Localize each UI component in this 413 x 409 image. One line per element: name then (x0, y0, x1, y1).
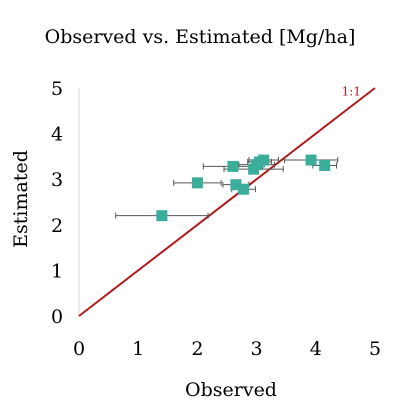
data-point (156, 210, 168, 222)
x-tick-label: 2 (191, 338, 203, 360)
data-point (319, 160, 331, 172)
data-point (238, 183, 250, 195)
x-axis-tick-labels: 0 1 2 3 4 5 (73, 338, 381, 360)
data-points (156, 154, 331, 222)
data-point (305, 154, 317, 166)
x-tick-label: 1 (132, 338, 144, 360)
x-tick-label: 3 (251, 338, 263, 360)
error-bars (115, 157, 339, 219)
y-axis-tick-labels: 0 1 2 3 4 5 (51, 78, 63, 328)
one-to-one-reference-line (78, 87, 376, 317)
x-tick-label: 0 (73, 338, 85, 360)
x-axis-label: Observed (185, 379, 277, 401)
y-tick-label: 2 (51, 215, 63, 237)
y-tick-label: 0 (51, 306, 63, 328)
y-tick-label: 3 (51, 169, 63, 191)
data-point (230, 179, 242, 191)
y-tick-label: 5 (51, 78, 63, 100)
y-axis-label: Estimated (10, 150, 32, 248)
data-point (191, 177, 203, 189)
data-point (227, 160, 239, 172)
x-tick-label: 4 (310, 338, 322, 360)
reference-line-label: 1:1 (342, 84, 361, 98)
y-tick-label: 4 (51, 124, 63, 146)
chart-title: Observed vs. Estimated [Mg/ha] (45, 26, 356, 48)
x-tick-label: 5 (369, 338, 381, 360)
y-tick-label: 1 (51, 260, 63, 282)
data-point (258, 154, 270, 166)
